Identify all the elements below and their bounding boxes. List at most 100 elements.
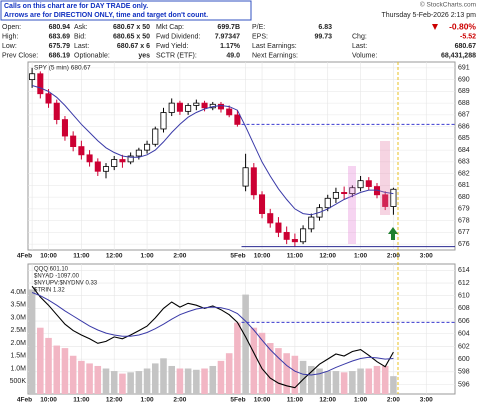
x-tick-label: 10:00: [40, 397, 57, 404]
volume-bar: [349, 371, 356, 394]
volume-bar: [250, 327, 258, 394]
volume-bar: [324, 371, 332, 394]
x-tick-label: 1:00: [141, 253, 154, 260]
quote-label: Chg:: [352, 33, 367, 40]
x-tick-label: 12:00: [319, 397, 336, 404]
x-tick-label: 4Feb: [17, 253, 32, 260]
quote-value: -5.52: [460, 33, 476, 40]
volume-bar: [225, 353, 233, 394]
candle-body: [341, 192, 348, 195]
quote-label: SCTR (ETF):: [156, 52, 197, 59]
candle-body: [61, 119, 68, 137]
candle-body: [127, 155, 134, 163]
candle-body: [357, 180, 364, 189]
volume-bar: [78, 360, 85, 394]
quote-value: 680.67: [455, 43, 477, 50]
x-tick-label: 11:00: [73, 253, 90, 260]
candle-body: [365, 180, 372, 187]
volume-bar: [308, 365, 315, 394]
candle-body: [267, 213, 274, 224]
candle-body: [308, 216, 315, 230]
y-tick-label: 612: [458, 280, 470, 287]
quote-value: 686.19: [49, 52, 71, 59]
y-tick-label: 614: [458, 267, 470, 274]
y-tick-label: 691: [458, 65, 470, 72]
volume-bar: [234, 322, 241, 394]
volume-bar: [316, 368, 323, 394]
candle-body: [29, 73, 36, 81]
volume-bar: [184, 368, 192, 394]
x-tick-label: 11:00: [73, 397, 90, 404]
volume-tick-label: 4.0M: [10, 289, 26, 296]
quote-label: EPS:: [252, 33, 268, 40]
volume-bar: [176, 368, 184, 394]
candle-body: [217, 103, 224, 110]
candle-body: [45, 93, 52, 104]
x-tick-label: 3:00: [420, 397, 433, 404]
quote-value: 675.79: [49, 43, 71, 50]
candle-body: [382, 194, 389, 207]
volume-bar: [135, 371, 143, 394]
volume-bar: [258, 332, 266, 394]
volume-bar: [37, 327, 44, 394]
y-tick-label: 677: [458, 229, 470, 236]
y-tick-label: 680: [458, 194, 470, 201]
candle-body: [94, 161, 101, 172]
x-tick-label: 2:00: [387, 253, 400, 260]
volume-tick-label: 2.0M: [10, 340, 26, 347]
candle-body: [349, 187, 356, 195]
candle-body: [332, 192, 339, 199]
candle-body: [152, 128, 159, 145]
volume-bar: [373, 365, 381, 394]
candle-body: [102, 166, 110, 172]
y-tick-label: 687: [458, 112, 470, 119]
down-triangle: [432, 24, 438, 30]
candle-body: [86, 154, 93, 163]
note-line: Calls on this chart are for DAY TRADE on…: [4, 3, 148, 10]
candle-body: [324, 197, 331, 209]
candle-body: [185, 105, 192, 112]
volume-bar: [86, 363, 93, 394]
y-tick-label: 682: [458, 170, 470, 177]
watermark: © StockCharts.com: [420, 1, 476, 9]
quote-value: 680.67 x 6: [117, 43, 150, 50]
volume-bar: [61, 348, 69, 394]
quote-label: Volume:: [352, 52, 377, 59]
quote-value: -0.80%: [449, 21, 476, 31]
legend-entry: SPY (5 min) 680.67: [34, 65, 91, 72]
volume-bar: [53, 345, 61, 394]
y-tick-label: 681: [458, 182, 470, 189]
y-tick-label: 685: [458, 135, 470, 142]
volume-bar: [193, 369, 200, 394]
volume-bar: [28, 289, 36, 394]
legend-entry: QQQ 601.10: [34, 267, 69, 273]
volume-tick-label: 1.5M: [10, 353, 26, 360]
y-tick-label: 596: [458, 381, 470, 388]
candle-body: [201, 102, 208, 109]
quote-label: Fwd Dividend:: [156, 33, 200, 40]
volume-bar: [168, 365, 175, 394]
volume-bar: [160, 358, 167, 394]
x-tick-label: 5Feb: [230, 397, 245, 404]
quote-label: P/E:: [252, 24, 265, 31]
quote-label: High:: [2, 33, 18, 40]
volume-bar: [45, 337, 52, 394]
x-tick-label: 2:00: [387, 397, 400, 404]
volume-bar: [242, 294, 249, 394]
volume-tick-label: 1.0M: [10, 365, 26, 372]
volume-bar: [340, 372, 348, 394]
quote-label: Optionable:: [74, 52, 110, 59]
volume-bar: [102, 368, 110, 394]
x-tick-label: 11:00: [287, 397, 304, 404]
y-tick-label: 686: [458, 123, 470, 130]
volume-tick-label: 3.5M: [10, 302, 26, 309]
direction-arrow: [388, 227, 398, 240]
y-tick-label: 684: [458, 147, 470, 154]
candle-body: [144, 143, 151, 151]
x-tick-label: 10:00: [254, 253, 271, 260]
quote-value: 680.94: [49, 24, 71, 31]
legend-entry: $NYUPV:$NYDNV 0.33: [34, 281, 98, 287]
panel-frame: [27, 263, 456, 395]
candle-body: [135, 149, 142, 157]
